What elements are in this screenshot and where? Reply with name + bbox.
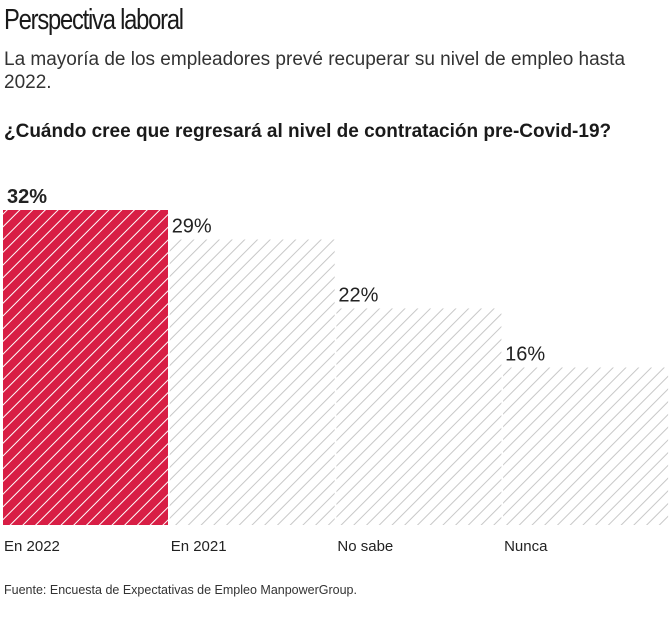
data-label: 16% (505, 344, 545, 366)
survey-question: ¿Cuándo cree que regresará al nivel de c… (4, 121, 612, 142)
category-label: No sabe (337, 538, 393, 555)
data-label: 32% (7, 186, 47, 208)
category-label: En 2022 (4, 538, 60, 555)
category-label: Nunca (504, 538, 548, 555)
bar-en-2021 (169, 239, 335, 525)
chart-title: Perspectiva laboral (4, 4, 184, 36)
data-label: 29% (172, 216, 212, 238)
category-label: En 2021 (171, 538, 227, 555)
chart-subtitle: La mayoría de los empleadores prevé recu… (4, 49, 626, 93)
data-label: 22% (338, 284, 378, 306)
source-note: Fuente: Encuesta de Expectativas de Empl… (4, 583, 357, 597)
bar-no-sabe (336, 308, 502, 525)
bar-en-2022 (3, 210, 168, 525)
bar-nunca (503, 367, 669, 525)
